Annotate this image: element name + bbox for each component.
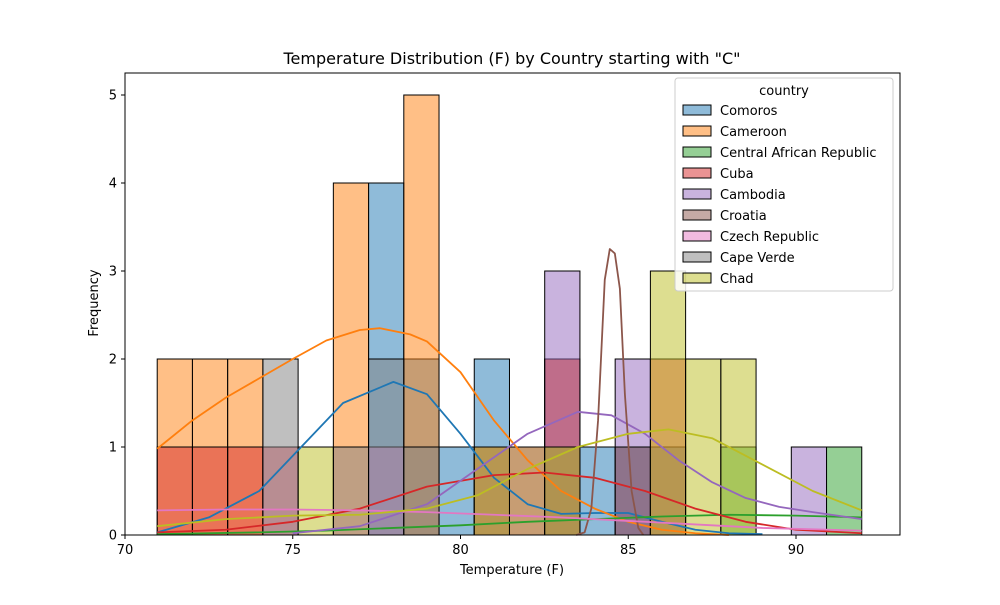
legend-swatch-cambodia (682, 188, 712, 200)
legend-title: country (759, 84, 809, 99)
bar-central-african-republic-bin-19 (826, 446, 863, 536)
legend-swatch-cape-verde (682, 251, 712, 263)
legend-swatch-comoros (682, 104, 712, 116)
x-tick-label-70: 70 (117, 543, 134, 558)
legend-swatch-cuba (682, 167, 712, 179)
kde-line-cuba (157, 471, 862, 535)
bar-chad-bin-16 (720, 358, 757, 536)
x-tick-label-75: 75 (284, 543, 301, 558)
plot-frame (124, 72, 901, 536)
legend-swatch-czech-republic (682, 230, 712, 242)
y-tick-label-1: 1 (109, 441, 117, 456)
y-axis-label: Frequency (87, 269, 102, 336)
x-tick-label-90: 90 (788, 543, 805, 558)
bar-cuba-bin-0 (156, 446, 193, 536)
legend-label-cuba: Cuba (720, 167, 754, 182)
x-axis-label: Temperature (F) (459, 563, 564, 578)
bar-chad-bin-14 (649, 270, 687, 536)
bars-layer (156, 94, 863, 536)
bar-cuba-bin-2 (227, 446, 264, 536)
legend-label-chad: Chad (720, 272, 754, 287)
kde-line-chad (157, 428, 863, 528)
axes-layer: 70 75 80 85 90 0 1 2 3 4 5 (109, 72, 901, 558)
bar-chad-bin-15 (685, 358, 722, 536)
legend: country Comoros Cameroon Central African Re… (674, 77, 894, 292)
legend-swatch-cameroon (682, 125, 712, 137)
legend-label-comoros: Comoros (720, 104, 778, 119)
bar-cape-verde-bin-7 (403, 446, 440, 536)
legend-swatch-chad (682, 272, 712, 284)
kde-line-cambodia (292, 410, 862, 535)
bar-comoros-bin-12 (579, 446, 616, 536)
legend-label-cameroon: Cameroon (720, 125, 787, 140)
kde-line-czech-republic (157, 508, 862, 532)
y-tick-label-3: 3 (109, 265, 117, 280)
bar-chad-bin-4 (297, 446, 334, 536)
legend-label-cape-verde: Cape Verde (720, 251, 795, 266)
y-tick-label-4: 4 (109, 177, 117, 192)
kde-line-croatia (575, 248, 645, 536)
legend-label-croatia: Croatia (720, 209, 767, 224)
y-tick-label-0: 0 (109, 529, 117, 544)
y-tick-label-5: 5 (109, 89, 117, 104)
legend-swatch-croatia (682, 209, 712, 221)
legend-swatch-central-african-republic (682, 146, 712, 158)
kde-layer (156, 248, 863, 536)
bar-cameroon-bin-10 (508, 446, 546, 536)
x-tick-label-80: 80 (452, 543, 469, 558)
bar-cape-verde-bin-5 (332, 446, 370, 536)
legend-label-cambodia: Cambodia (720, 188, 786, 203)
bar-cambodia-bin-18 (790, 446, 828, 536)
chart-title: Temperature Distribution (F) by Country … (282, 49, 740, 68)
legend-box (674, 77, 894, 292)
x-tick-label-85: 85 (620, 543, 637, 558)
y-tick-label-2: 2 (109, 353, 117, 368)
legend-label-central-african-republic: Central African Republic (720, 146, 876, 161)
kde-line-comoros (156, 380, 763, 536)
legend-label-czech-republic: Czech Republic (720, 230, 819, 245)
